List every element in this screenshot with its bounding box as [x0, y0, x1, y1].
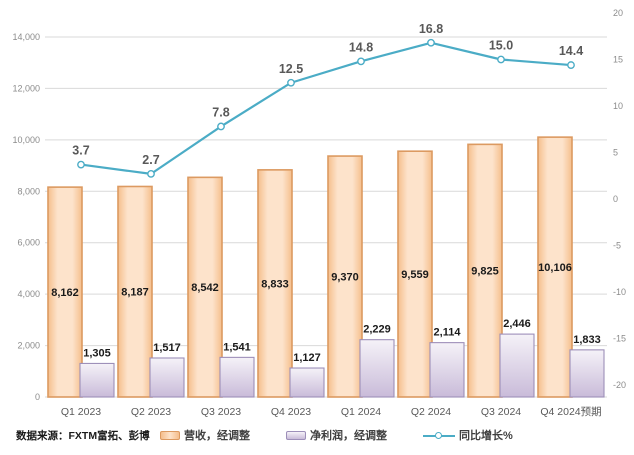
revenue-bar-label: 9,825: [471, 266, 499, 278]
y-axis-right-tick-label: -15: [613, 334, 626, 344]
revenue-bar-label: 8,162: [51, 287, 79, 299]
legend-item-revenue: 营收，经调整: [160, 427, 250, 443]
x-axis-label: Q4 2024预期: [540, 406, 601, 418]
revenue-bar: [47, 186, 83, 398]
chart-footer: 数据来源：FXTM富拓、彭博 营收，经调整 净利润，经调整 同比增长%: [0, 424, 634, 452]
y-axis-right-tick-label: 10: [613, 101, 623, 111]
growth-marker: [147, 169, 155, 178]
profit-bar: [569, 349, 605, 398]
growth-point-label: 12.5: [279, 62, 303, 76]
growth-marker: [567, 61, 575, 69]
y-axis-right-tick-label: 0: [613, 194, 618, 204]
revenue-bar-label: 10,106: [538, 262, 572, 274]
growth-marker: [77, 160, 85, 169]
revenue-bar: [327, 155, 363, 398]
legend-item-growth: 同比增长%: [423, 427, 513, 443]
revenue-bar-label: 8,833: [261, 278, 289, 290]
profit-bar: [79, 362, 115, 398]
y-axis-left-tick-label: 0: [35, 392, 40, 402]
y-axis-right-tick-label: -5: [613, 241, 621, 251]
growth-marker: [217, 122, 225, 131]
growth-marker: [357, 57, 365, 66]
y-axis-left-tick-label: 12,000: [12, 83, 40, 93]
y-axis-right-tick-label: -10: [613, 287, 626, 297]
profit-bar: [359, 339, 395, 398]
growth-series-line-icon: [423, 431, 455, 440]
profit-bar-label: 1,541: [223, 341, 251, 353]
profit-bar: [289, 367, 325, 398]
revenue-bar: [397, 150, 433, 398]
growth-point-label: 14.8: [349, 40, 373, 54]
y-axis-right-tick-label: -20: [613, 380, 626, 390]
growth-point-label: 7.8: [212, 105, 229, 119]
profit-bar-label: 1,127: [293, 352, 321, 364]
revenue-bar-label: 8,542: [191, 282, 219, 294]
legend-label-profit: 净利润，经调整: [310, 430, 387, 442]
revenue-series-swatch-icon: [160, 430, 180, 440]
growth-point-label: 3.7: [72, 144, 89, 158]
profit-bar-label: 2,446: [503, 318, 531, 330]
growth-point-label: 14.4: [559, 44, 583, 58]
profit-bar-label: 2,229: [363, 324, 391, 336]
source-note: 数据来源：FXTM富拓、彭博: [16, 430, 150, 442]
y-axis-right-tick-label: 5: [613, 148, 618, 158]
profit-bar-label: 1,833: [573, 334, 601, 346]
legend-label-revenue: 营收，经调整: [184, 430, 250, 442]
revenue-bar-label: 8,187: [121, 287, 149, 299]
profit-bar: [429, 342, 465, 398]
y-axis-right-tick-label: 15: [613, 55, 623, 65]
revenue-bar: [187, 176, 223, 398]
combo-chart-plot: 0 2,000 4,000 6,000 8,000 10,000 12,000 14,000 2…: [12, 8, 626, 418]
y-axis-left-tick-label: 2,000: [17, 341, 40, 351]
growth-marker: [497, 55, 505, 64]
x-axis-label: Q4 2023: [271, 406, 311, 418]
x-axis-label: Q1 2024: [341, 406, 381, 418]
revenue-bar-label: 9,370: [331, 272, 359, 284]
revenue-bar-label: 9,559: [401, 269, 429, 281]
revenue-bar: [117, 185, 153, 398]
profit-bar: [499, 333, 535, 398]
profit-bar-label: 1,517: [153, 342, 181, 354]
revenue-bar: [467, 143, 503, 398]
revenue-bar: [537, 136, 573, 398]
revenue-bar: [257, 169, 293, 398]
x-axis-label: Q1 2023: [61, 406, 101, 418]
growth-marker: [287, 78, 295, 87]
growth-point-label: 15.0: [489, 39, 513, 53]
profit-series-swatch-icon: [286, 430, 306, 440]
growth-point-label: 2.7: [142, 153, 159, 167]
y-axis-left-tick-label: 4,000: [17, 289, 40, 299]
x-axis-label: Q2 2023: [131, 406, 171, 418]
profit-bar: [219, 356, 255, 398]
y-axis-left-tick-label: 14,000: [12, 32, 40, 42]
profit-bar: [149, 357, 185, 398]
legend-label-growth: 同比增长%: [459, 430, 513, 442]
x-axis-label: Q3 2023: [201, 406, 241, 418]
y-axis-right-tick-label: 20: [613, 8, 623, 18]
x-axis-label: Q2 2024: [411, 406, 451, 418]
legend-item-profit: 净利润，经调整: [286, 427, 387, 443]
y-axis-left-tick-label: 10,000: [12, 135, 40, 145]
growth-line: [79, 41, 573, 175]
profit-bar-label: 2,114: [434, 327, 462, 339]
x-axis-label: Q3 2024: [481, 406, 521, 418]
profit-bar-label: 1,305: [83, 347, 111, 359]
y-axis-left-tick-label: 6,000: [17, 238, 40, 248]
y-axis-left-tick-label: 8,000: [17, 186, 40, 196]
chart-legend: 营收，经调整 净利润，经调整 同比增长%: [160, 427, 513, 443]
growth-marker: [427, 38, 435, 47]
growth-point-label: 16.8: [419, 22, 443, 36]
